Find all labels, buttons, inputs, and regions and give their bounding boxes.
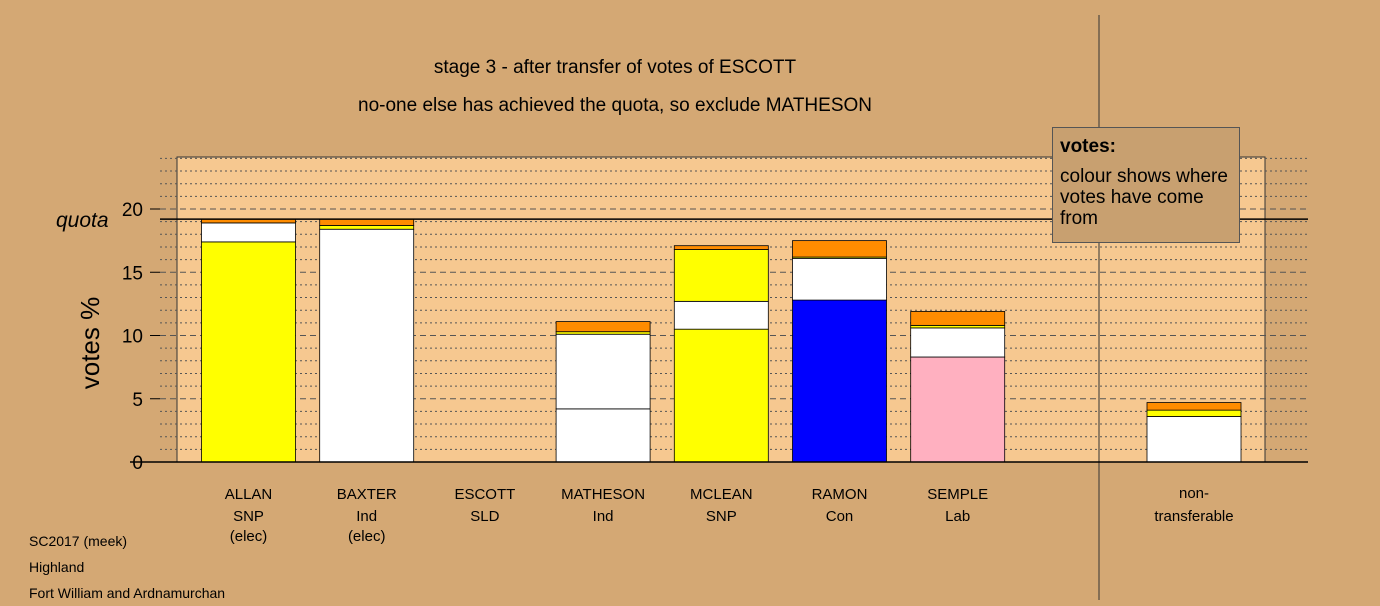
candidate-name: RAMON <box>812 486 868 503</box>
candidate-name: MCLEAN <box>690 486 753 503</box>
bar-segment-matheson <box>555 333 651 410</box>
y-tick-label: 20 <box>122 200 143 221</box>
bar-segment-mclean <box>673 300 769 330</box>
candidate-party: Ind <box>356 508 377 525</box>
candidate-name: BAXTER <box>337 486 397 503</box>
bar-segment-nontransferable <box>1146 402 1242 411</box>
footer-info: SC2017 (meek) Highland Fort William and … <box>29 528 225 606</box>
bar-segment-semple <box>910 327 1006 358</box>
bar-segment-ramon <box>792 240 887 258</box>
candidate-party: SNP <box>233 508 264 525</box>
y-axis-label: votes % <box>75 297 105 390</box>
candidate-status: (elec) <box>348 528 386 545</box>
candidate-party: SNP <box>706 508 737 525</box>
bar-segment-ramon <box>792 257 887 301</box>
candidate-status: (elec) <box>230 528 268 545</box>
legend-text: colour shows where votes have come from <box>1060 166 1228 229</box>
y-tick-label: 10 <box>122 327 143 348</box>
y-tick-label: 5 <box>132 390 143 411</box>
candidate-name: MATHESON <box>561 486 645 503</box>
chart-title: stage 3 - after transfer of votes of ESC… <box>434 57 797 78</box>
candidate-party: Lab <box>945 508 970 525</box>
footer-ward: Fort William and Ardnamurchan <box>29 585 226 601</box>
legend-title: votes: <box>1060 136 1116 157</box>
bar-segment-semple <box>910 311 1006 326</box>
candidate-party: SLD <box>470 508 499 525</box>
candidate-party: Ind <box>593 508 614 525</box>
y-tick-labels: 0 5 10 15 20 <box>122 200 160 474</box>
bar-segment-nontransferable <box>1146 409 1242 417</box>
bar-segment-ramon <box>792 299 887 463</box>
legend-box: votes: colour shows where votes have com… <box>1052 127 1240 243</box>
bar-segment-semple <box>910 356 1006 463</box>
bar-segment-allan <box>201 241 296 463</box>
bar-segment-baxter <box>319 228 415 463</box>
candidate-party: Con <box>826 508 854 525</box>
bar-segment-matheson <box>555 321 651 333</box>
footer-council: Highland <box>29 559 85 575</box>
bar-segment-matheson <box>555 408 651 463</box>
y-tick-label: 15 <box>122 263 143 284</box>
quota-label: quota <box>56 209 109 232</box>
bar-segment-allan <box>201 222 296 243</box>
bar-segment-baxter <box>319 225 415 230</box>
bar-segment-nontransferable <box>1146 416 1242 463</box>
nontransferable-label: non- <box>1179 485 1209 502</box>
bar-segment-baxter <box>319 218 415 226</box>
bar-segment-mclean <box>673 249 769 302</box>
x-labels: ALLAN SNP (elec) BAXTER Ind (elec) ESCOTT SLD MA… <box>225 485 1234 545</box>
footer-system: SC2017 (meek) <box>29 533 128 549</box>
bar-segment-mclean <box>673 245 769 250</box>
bars-group <box>201 218 1242 463</box>
candidate-name: ESCOTT <box>454 486 515 503</box>
candidate-name: SEMPLE <box>927 486 988 503</box>
nontransferable-label: transferable <box>1154 508 1233 525</box>
candidate-name: ALLAN <box>225 486 273 503</box>
chart-subtitle: no-one else has achieved the quota, so e… <box>358 95 872 116</box>
bar-segment-mclean <box>673 328 769 463</box>
y-tick-label: 0 <box>132 453 143 474</box>
